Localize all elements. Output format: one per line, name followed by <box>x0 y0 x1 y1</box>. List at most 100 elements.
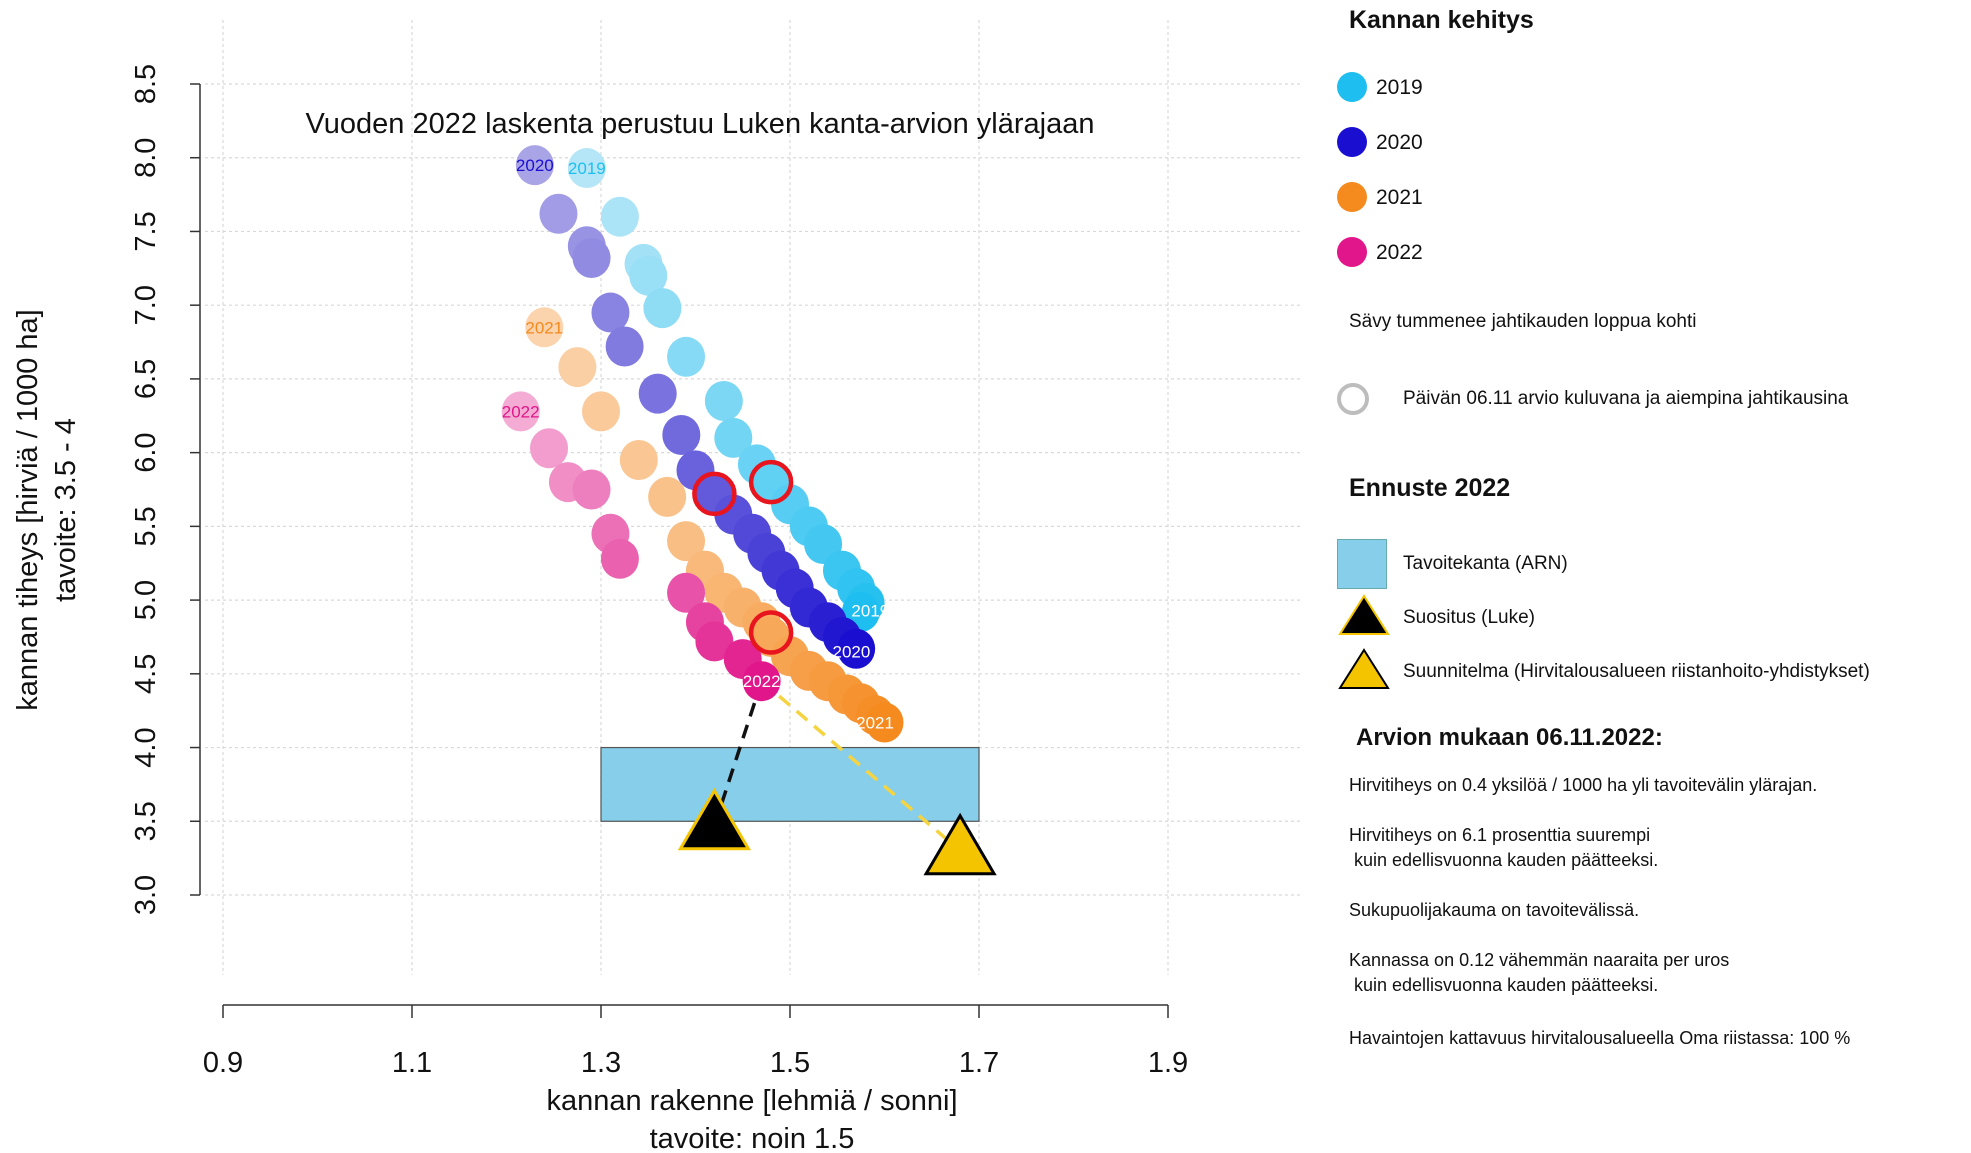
y-axis-sublabel: tavoite: 3.5 - 4 <box>50 418 82 602</box>
note-density-change-1: Hirvitiheys on 6.1 prosenttia suurempi <box>1349 825 1651 845</box>
target-range-rect <box>600 746 980 822</box>
legend: Kannan kehitys 2019 2020 2021 2022 Sävy … <box>1337 0 1971 1153</box>
x-tick-label-5: 1.9 <box>1148 1047 1188 1079</box>
point-2022-0 <box>501 391 540 432</box>
y-axis-label: kannan tiheys [hirviä / 1000 ha] <box>12 309 44 710</box>
point-2020-1 <box>539 193 578 234</box>
legend-label-2021: 2021 <box>1376 186 1423 209</box>
series-start-label-2021: 2021 <box>525 318 563 337</box>
point-2021-0 <box>525 307 564 348</box>
highlight-circles <box>692 459 794 655</box>
y-tick-label-4: 5.0 <box>130 580 162 620</box>
highlight-circle-1 <box>748 459 794 505</box>
grid <box>205 20 1300 975</box>
point-2022-10 <box>742 661 781 702</box>
y-tick-label-3: 4.5 <box>130 654 162 694</box>
legend-label-2019: 2019 <box>1376 76 1423 99</box>
x-tick-label-2: 1.3 <box>581 1047 621 1079</box>
point-2022-1 <box>530 428 569 469</box>
point-2020-4 <box>591 292 630 333</box>
note-coverage: Havaintojen kattavuus hirvitalousalueell… <box>1349 1028 1851 1048</box>
series-end-label-2022: 2022 <box>743 672 781 691</box>
legend-target-label: Tavoitekanta (ARN) <box>1403 553 1568 574</box>
chart-title: Vuoden 2022 laskenta perustuu Luken kant… <box>306 108 1095 140</box>
point-2021-1 <box>558 347 597 388</box>
point-2021-5 <box>667 521 706 562</box>
legend-dot-2020 <box>1337 127 1367 157</box>
y-tick-label-6: 6.0 <box>130 432 162 472</box>
point-2019-6 <box>704 381 743 422</box>
point-2020-7 <box>662 414 701 455</box>
x-tick-label-4: 1.7 <box>959 1047 999 1079</box>
point-2019-0 <box>567 148 606 189</box>
point-2021-17 <box>865 702 904 743</box>
point-2019-3 <box>629 255 668 296</box>
y-tick-label-7: 6.5 <box>130 359 162 399</box>
note-density-change-2: kuin edellisvuonna kauden päätteeksi. <box>1349 850 1659 870</box>
point-2020-5 <box>605 326 644 367</box>
legend-target-swatch <box>1337 539 1387 589</box>
legend-dot-2019 <box>1337 72 1367 102</box>
legend-heading-forecast: Ennuste 2022 <box>1349 474 1511 502</box>
point-2021-4 <box>648 476 687 517</box>
highlight-circle-0 <box>692 471 737 517</box>
plan-line <box>760 679 962 853</box>
axes <box>190 83 1169 1018</box>
series-start-label-2019: 2019 <box>568 159 606 178</box>
point-2022-5 <box>600 538 639 579</box>
note-density: Hirvitiheys on 0.4 yksilöä / 1000 ha yli… <box>1349 775 1818 795</box>
y-tick-label-8: 7.0 <box>130 285 162 325</box>
note-females-2: kuin edellisvuonna kauden päätteeksi. <box>1349 975 1659 995</box>
point-2022-8 <box>695 621 734 662</box>
recommendation-triangle <box>677 787 752 851</box>
y-tick-label-10: 8.0 <box>130 138 162 178</box>
y-tick-label-0: 3.0 <box>130 875 162 915</box>
series-end-label-2021: 2021 <box>856 713 894 732</box>
point-2020-6 <box>638 373 677 414</box>
legend-plan-triangle-icon <box>1338 648 1390 689</box>
y-tick-label-9: 7.5 <box>130 211 162 251</box>
series-end-label-2020: 2020 <box>833 643 871 662</box>
point-2019-4 <box>643 288 682 329</box>
legend-recommendation-label: Suositus (Luke) <box>1403 607 1536 628</box>
point-2021-2 <box>582 391 620 432</box>
legend-label-2020: 2020 <box>1376 131 1423 154</box>
x-tick-label-0: 0.9 <box>203 1047 243 1079</box>
x-axis-label: kannan rakenne [lehmiä / sonni] <box>546 1085 957 1117</box>
point-2020-0 <box>515 145 554 186</box>
legend-dot-2021 <box>1337 182 1367 212</box>
series-start-label-2022: 2022 <box>502 402 540 421</box>
legend-recommendation-triangle-icon <box>1338 594 1390 635</box>
legend-ring-icon <box>1337 383 1369 415</box>
series-end-label-2019: 2019 <box>851 601 889 620</box>
point-2019-1 <box>600 196 639 237</box>
legend-circle-note: Päivän 06.11 arvio kuluvana ja aiempina … <box>1403 388 1849 409</box>
forecast-triangles <box>677 787 997 876</box>
point-2019-5 <box>667 336 706 377</box>
highlight-circle-2 <box>748 610 794 655</box>
tick-labels: 3.0 3.5 4.0 4.5 5.0 5.5 6.0 6.5 7.0 7.5 8.0 8.5 0.9 1… <box>130 64 1188 1079</box>
x-tick-label-3: 1.5 <box>770 1047 810 1079</box>
legend-shade-note: Sävy tummenee jahtikauden loppua kohti <box>1349 311 1697 332</box>
point-2020-18 <box>837 628 876 669</box>
legend-heading-estimate: Arvion mukaan 06.11.2022: <box>1356 724 1663 751</box>
legend-dot-2022 <box>1337 237 1367 267</box>
y-tick-label-1: 3.5 <box>130 801 162 841</box>
point-2022-3 <box>572 469 611 510</box>
legend-plan-label: Suunnitelma (Hirvitalousalueen riistanho… <box>1403 661 1870 682</box>
note-females-1: Kannassa on 0.12 vähemmän naaraita per u… <box>1349 950 1730 970</box>
point-2019-7 <box>714 417 753 458</box>
series-labels: 2019 2019 2020 2020 2021 2021 2022 2022 <box>502 156 894 732</box>
chart-area: 2019 2019 2020 2020 2021 2021 2022 2022 Vuoden … <box>12 20 1300 1153</box>
y-tick-label-5: 5.5 <box>130 506 162 546</box>
legend-heading-development: Kannan kehitys <box>1349 6 1534 34</box>
point-2022-6 <box>667 572 706 613</box>
series-start-label-2020: 2020 <box>516 156 554 175</box>
point-2021-3 <box>619 440 658 481</box>
note-sex-ratio: Sukupuolijakauma on tavoitevälissä. <box>1349 900 1640 920</box>
data-points <box>501 145 904 743</box>
point-2020-3 <box>572 237 611 278</box>
y-tick-label-2: 4.0 <box>130 727 162 767</box>
x-axis-sublabel: tavoite: noin 1.5 <box>650 1123 855 1153</box>
y-tick-label-11: 8.5 <box>130 64 162 104</box>
